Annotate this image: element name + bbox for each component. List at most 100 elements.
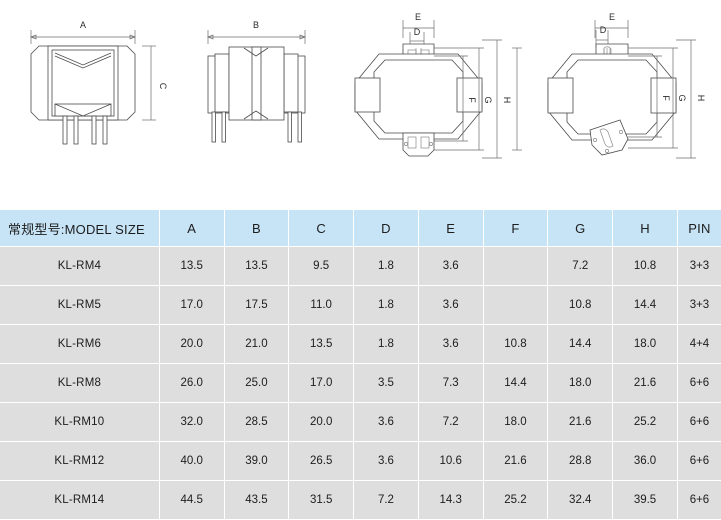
- cell-b: 21.0: [224, 324, 290, 364]
- cell-b: 39.0: [224, 441, 290, 481]
- core-body-outline: [354, 53, 483, 140]
- cell-a: 26.0: [159, 363, 225, 403]
- core-body-outline: [547, 53, 677, 141]
- cell-a: 17.0: [159, 285, 225, 325]
- cell-f: [483, 246, 549, 286]
- label-h: H: [696, 95, 706, 102]
- cell-c: 9.5: [288, 246, 355, 286]
- dimension-f: F: [434, 55, 477, 142]
- cell-d: 3.5: [353, 363, 419, 403]
- cell-f: [483, 285, 549, 325]
- dimension-g: G: [628, 47, 687, 149]
- cell-e: 14.3: [418, 480, 484, 520]
- col-header-b: B: [224, 210, 290, 247]
- dimension-f: F: [628, 55, 671, 138]
- cell-e: 7.3: [418, 363, 484, 403]
- cell-g: 14.4: [547, 324, 614, 364]
- model-size-table: 常规型号:MODEL SIZE A B C D E F G H PIN KL-R…: [0, 210, 721, 520]
- cell-d: 7.2: [353, 480, 419, 520]
- cell-d: 3.6: [353, 441, 419, 481]
- cell-g: 32.4: [547, 480, 614, 520]
- cell-model: KL-RM8: [0, 363, 160, 403]
- col-header-pin: PIN: [677, 210, 721, 247]
- label-g: G: [677, 94, 687, 101]
- cell-pin: 3+3: [677, 285, 721, 325]
- cell-g: 28.8: [547, 441, 614, 481]
- table-row: KL-RM4 13.5 13.5 9.5 1.8 3.6 7.2 10.8 3+…: [0, 246, 721, 286]
- cell-h: 10.8: [612, 246, 678, 286]
- dimension-h: H: [676, 39, 706, 159]
- col-header-f: F: [483, 210, 549, 247]
- cell-pin: 6+6: [677, 441, 721, 481]
- label-e: E: [415, 12, 421, 22]
- cell-a: 20.0: [159, 324, 225, 364]
- label-f: F: [467, 97, 477, 103]
- col-header-model: 常规型号:MODEL SIZE: [0, 210, 160, 247]
- table-row: KL-RM5 17.0 17.5 11.0 1.8 3.6 10.8 14.4 …: [0, 285, 721, 325]
- cell-h: 14.4: [612, 285, 678, 325]
- top-view-drawing-left: E D: [354, 12, 512, 159]
- cell-d: 1.8: [353, 285, 419, 325]
- cell-d: 1.8: [353, 246, 419, 286]
- dimension-c: C: [142, 45, 168, 121]
- cell-e: 7.2: [418, 402, 484, 442]
- cell-pin: 6+6: [677, 480, 721, 520]
- cell-c: 26.5: [288, 441, 355, 481]
- dimension-e: E: [402, 12, 435, 38]
- cell-f: 21.6: [483, 441, 549, 481]
- col-header-e: E: [418, 210, 484, 247]
- col-header-g: G: [547, 210, 614, 247]
- cell-e: 10.6: [418, 441, 484, 481]
- front-view-drawing: A C: [30, 20, 168, 145]
- dimension-h-extension: [512, 47, 522, 151]
- table-body: KL-RM4 13.5 13.5 9.5 1.8 3.6 7.2 10.8 3+…: [0, 246, 721, 520]
- cell-pin: 6+6: [677, 363, 721, 403]
- cell-h: 36.0: [612, 441, 678, 481]
- cell-g: 10.8: [547, 285, 614, 325]
- label-e: E: [609, 12, 615, 22]
- cell-c: 31.5: [288, 480, 355, 520]
- table-row: KL-RM12 40.0 39.0 26.5 3.6 10.6 21.6 28.…: [0, 441, 721, 481]
- cell-a: 13.5: [159, 246, 225, 286]
- dimension-h: H: [482, 39, 512, 159]
- cell-c: 13.5: [288, 324, 355, 364]
- cell-a: 44.5: [159, 480, 225, 520]
- cell-model: KL-RM12: [0, 441, 160, 481]
- cell-pin: 6+6: [677, 402, 721, 442]
- cell-f: 14.4: [483, 363, 549, 403]
- label-h: H: [502, 97, 512, 104]
- cell-d: 1.8: [353, 324, 419, 364]
- cell-model: KL-RM5: [0, 285, 160, 325]
- core-body-outline: [207, 46, 306, 143]
- label-a: A: [80, 20, 86, 30]
- cell-c: 20.0: [288, 402, 355, 442]
- cell-model: KL-RM10: [0, 402, 160, 442]
- cell-pin: 4+4: [677, 324, 721, 364]
- dimension-b: B: [207, 20, 306, 44]
- cell-h: 25.2: [612, 402, 678, 442]
- cell-c: 11.0: [288, 285, 355, 325]
- cell-e: 3.6: [418, 324, 484, 364]
- core-body-outline: [30, 45, 136, 145]
- cell-g: 7.2: [547, 246, 614, 286]
- cell-f: 18.0: [483, 402, 549, 442]
- col-header-a: A: [159, 210, 225, 247]
- table-header: 常规型号:MODEL SIZE A B C D E F G H PIN: [0, 210, 721, 247]
- technical-drawings-panel: A C: [0, 0, 721, 190]
- col-header-h: H: [612, 210, 678, 247]
- cell-h: 18.0: [612, 324, 678, 364]
- label-c: C: [158, 83, 168, 90]
- table-row: KL-RM14 44.5 43.5 31.5 7.2 14.3 25.2 32.…: [0, 480, 721, 520]
- cell-b: 25.0: [224, 363, 290, 403]
- cell-e: 3.6: [418, 246, 484, 286]
- label-d: D: [600, 25, 607, 35]
- col-header-c: C: [288, 210, 355, 247]
- cell-c: 17.0: [288, 363, 355, 403]
- label-d: D: [414, 27, 421, 37]
- table-row: KL-RM6 20.0 21.0 13.5 1.8 3.6 10.8 14.4 …: [0, 324, 721, 364]
- cell-model: KL-RM4: [0, 246, 160, 286]
- cell-f: 25.2: [483, 480, 549, 520]
- label-g: G: [483, 96, 493, 103]
- cell-model: KL-RM6: [0, 324, 160, 364]
- dimension-g: G: [434, 47, 493, 151]
